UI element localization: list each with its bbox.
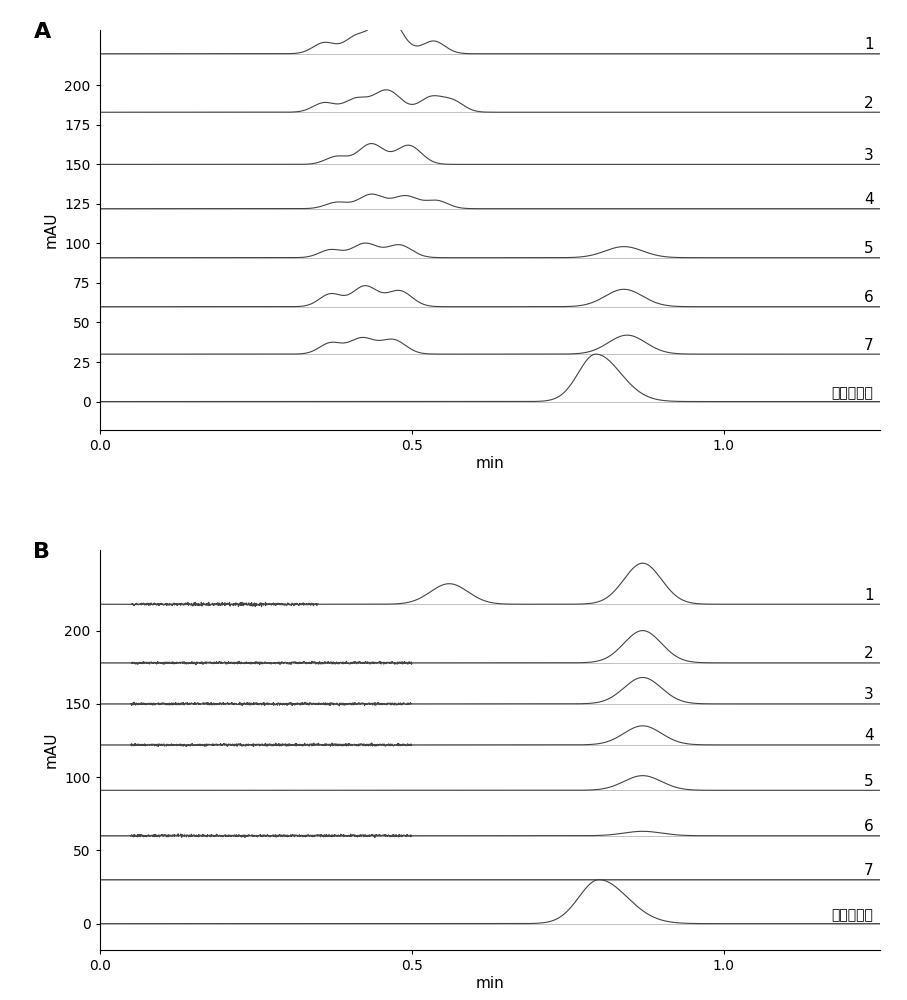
Text: 腺苷对照品: 腺苷对照品 — [832, 908, 873, 922]
Text: 1: 1 — [864, 588, 873, 603]
Text: 5: 5 — [864, 774, 873, 789]
Text: 7: 7 — [864, 338, 873, 353]
Text: B: B — [34, 542, 51, 562]
Text: A: A — [34, 22, 51, 42]
Text: 1: 1 — [864, 37, 873, 52]
Text: 5: 5 — [864, 241, 873, 256]
X-axis label: min: min — [475, 976, 504, 991]
Text: 2: 2 — [864, 646, 873, 661]
Text: 3: 3 — [863, 148, 873, 163]
Text: 腺苷对照品: 腺苷对照品 — [832, 386, 873, 400]
Text: 6: 6 — [863, 290, 873, 305]
Text: 4: 4 — [864, 192, 873, 207]
Text: 2: 2 — [864, 96, 873, 111]
Text: 7: 7 — [864, 863, 873, 878]
Y-axis label: mAU: mAU — [44, 732, 59, 768]
Text: 3: 3 — [863, 687, 873, 702]
Text: 4: 4 — [864, 728, 873, 743]
Text: 6: 6 — [863, 819, 873, 834]
X-axis label: min: min — [475, 456, 504, 471]
Y-axis label: mAU: mAU — [44, 212, 59, 248]
